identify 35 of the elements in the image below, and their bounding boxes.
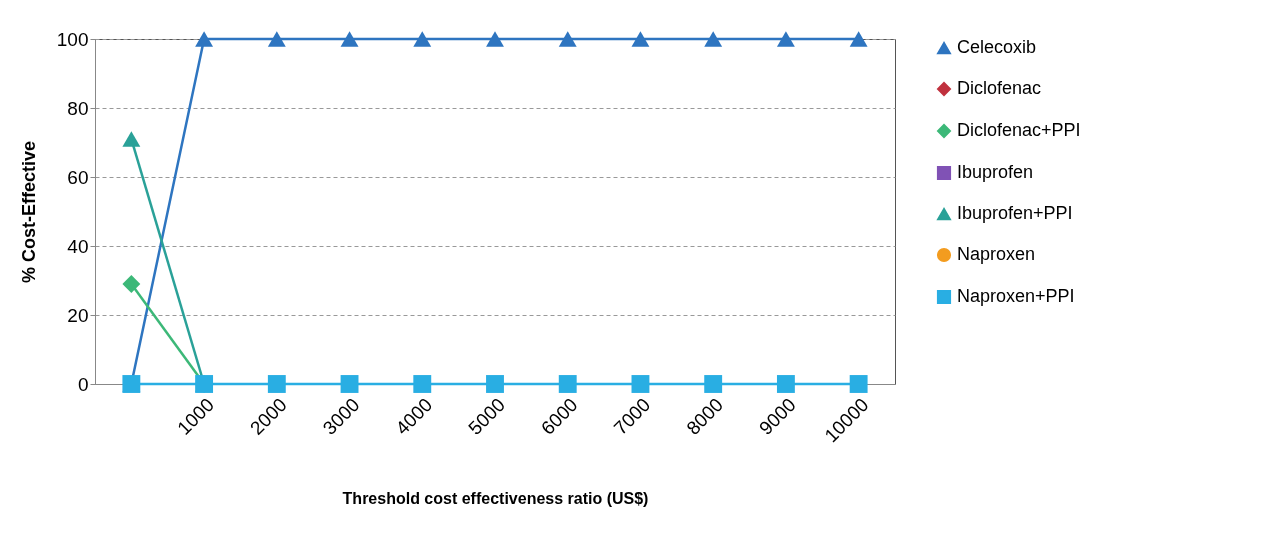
point: [413, 31, 432, 47]
legend-label: Ibuprofen: [957, 162, 1034, 182]
point: [340, 31, 359, 47]
point: [413, 375, 432, 393]
point: [704, 31, 723, 47]
point: [558, 375, 577, 393]
point: [122, 275, 141, 293]
point: [486, 31, 504, 47]
point: [340, 375, 359, 393]
legend-label: Celecoxib: [957, 37, 1037, 57]
point: [849, 375, 868, 393]
x-axis-title: Threshold cost effectiveness ratio (US$): [342, 490, 649, 508]
legend-label: Naproxen: [957, 244, 1036, 264]
point: [631, 31, 650, 47]
point: [631, 375, 650, 393]
point: [776, 375, 795, 393]
legend-label: Diclofenac: [957, 78, 1042, 98]
legend-label: Ibuprofen+PPI: [957, 203, 1073, 223]
legend-label: Naproxen+PPI: [957, 286, 1075, 306]
point: [267, 31, 286, 47]
y-axis-title: % Cost-Effective: [18, 140, 39, 284]
point: [486, 375, 504, 393]
point: [704, 375, 723, 393]
y-tick-label: 40: [67, 235, 89, 257]
point: [558, 31, 577, 47]
y-tick-label: 60: [67, 166, 89, 188]
y-tick-label: 0: [77, 373, 89, 395]
point: [195, 31, 214, 47]
y-tick-label: 80: [67, 97, 89, 119]
legend-label: Diclofenac+PPI: [957, 120, 1081, 140]
y-tick-label: 100: [56, 28, 89, 50]
point: [776, 31, 795, 47]
y-tick-label: 20: [67, 304, 89, 326]
point: [267, 375, 286, 393]
point: [849, 31, 868, 47]
